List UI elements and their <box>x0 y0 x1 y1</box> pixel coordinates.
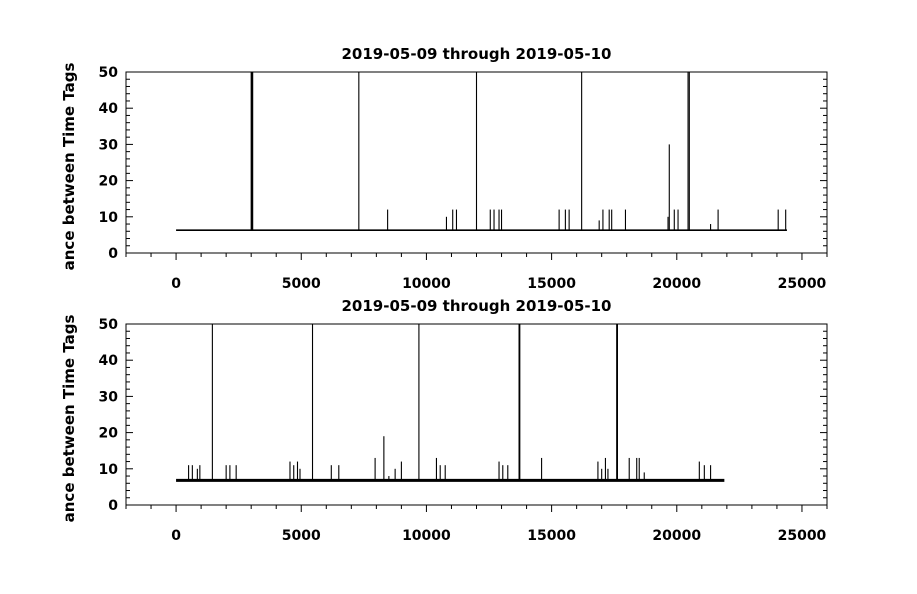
x-tick-label: 15000 <box>527 276 576 292</box>
chart-panel-2: 2019-05-09 through 2019-05-10 ance betwee… <box>60 297 828 544</box>
x-tick-label: 0 <box>171 276 181 292</box>
chart-panel-1: 2019-05-09 through 2019-05-10 ance betwee… <box>60 45 828 292</box>
x-tick-label: 25000 <box>778 528 827 544</box>
x-tick-label: 10000 <box>402 276 451 292</box>
y-tick-label: 40 <box>99 353 119 369</box>
y-tick-label: 10 <box>99 210 119 226</box>
y-tick-label: 30 <box>99 137 119 153</box>
x-tick-label: 0 <box>171 528 181 544</box>
y-tick-label: 10 <box>99 462 119 478</box>
y-tick-label: 0 <box>108 246 118 262</box>
y-axis-label: ance between Time Tags <box>60 63 78 271</box>
x-tick-label: 15000 <box>527 528 576 544</box>
x-tick-label: 20000 <box>652 276 701 292</box>
chart-title: 2019-05-09 through 2019-05-10 <box>342 45 612 63</box>
y-tick-label: 50 <box>99 65 119 81</box>
y-tick-label: 30 <box>99 389 119 405</box>
series-data <box>176 72 787 231</box>
y-tick-label: 0 <box>108 498 118 514</box>
x-tick-label: 10000 <box>402 528 451 544</box>
y-tick-label: 50 <box>99 317 119 333</box>
x-tick-label: 25000 <box>778 276 827 292</box>
series-data <box>176 324 725 482</box>
y-tick-label: 40 <box>99 101 119 117</box>
x-tick-label: 5000 <box>282 528 321 544</box>
chart-title: 2019-05-09 through 2019-05-10 <box>342 297 612 315</box>
x-tick-label: 5000 <box>282 276 321 292</box>
y-tick-label: 20 <box>99 426 119 442</box>
x-tick-label: 20000 <box>652 528 701 544</box>
y-axis-label: ance between Time Tags <box>60 315 78 523</box>
y-tick-label: 20 <box>99 174 119 190</box>
plot-frame <box>125 323 828 506</box>
